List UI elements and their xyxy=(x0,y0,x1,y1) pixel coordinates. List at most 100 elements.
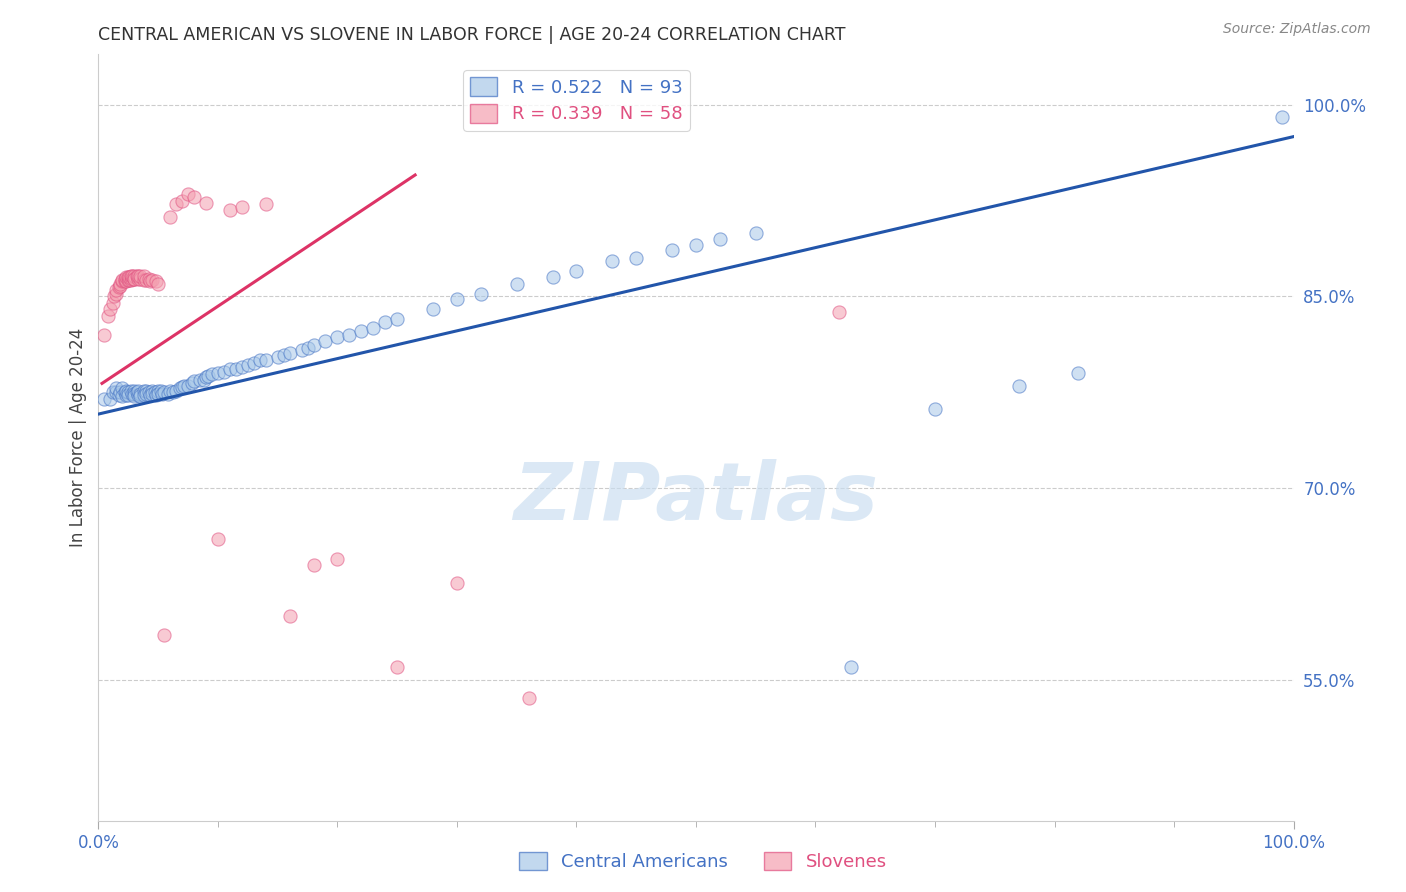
Point xyxy=(124,389,146,403)
Point xyxy=(1008,379,1031,393)
Point xyxy=(108,279,131,293)
Point xyxy=(162,385,184,400)
Point xyxy=(297,341,319,355)
Point xyxy=(120,273,142,287)
Point xyxy=(924,401,946,416)
Point xyxy=(121,386,143,401)
Point xyxy=(385,660,409,674)
Point xyxy=(139,388,162,402)
Point xyxy=(129,389,152,403)
Point xyxy=(127,388,149,402)
Point xyxy=(117,273,139,287)
Point xyxy=(111,389,134,403)
Point xyxy=(120,384,142,398)
Point xyxy=(207,366,229,380)
Point xyxy=(124,384,146,398)
Point xyxy=(124,268,146,283)
Point xyxy=(141,384,163,398)
Point xyxy=(195,370,218,384)
Point xyxy=(121,271,143,285)
Point xyxy=(201,368,224,382)
Point xyxy=(254,197,277,211)
Point xyxy=(446,575,468,590)
Point xyxy=(145,388,167,402)
Point xyxy=(150,386,173,401)
Point xyxy=(1271,111,1294,125)
Point xyxy=(177,187,200,202)
Point xyxy=(120,268,142,283)
Point xyxy=(153,385,176,400)
Point xyxy=(148,384,170,398)
Point xyxy=(422,302,444,317)
Point xyxy=(117,388,139,402)
Point xyxy=(212,365,235,379)
Point xyxy=(177,379,200,393)
Point xyxy=(101,296,124,310)
Point xyxy=(565,264,588,278)
Point xyxy=(363,321,385,335)
Point xyxy=(148,386,170,401)
Point xyxy=(139,274,162,288)
Point xyxy=(841,660,863,674)
Text: Source: ZipAtlas.com: Source: ZipAtlas.com xyxy=(1223,22,1371,37)
Point xyxy=(828,305,851,319)
Point xyxy=(143,385,166,400)
Point xyxy=(124,386,146,401)
Point xyxy=(129,271,152,285)
Point xyxy=(108,385,131,400)
Point xyxy=(115,388,138,402)
Point xyxy=(517,690,540,705)
Point xyxy=(302,558,325,572)
Point xyxy=(350,324,373,338)
Point xyxy=(111,274,134,288)
Point xyxy=(159,210,181,224)
Point xyxy=(236,359,259,373)
Point xyxy=(374,315,396,329)
Point xyxy=(197,368,219,383)
Point xyxy=(165,384,187,398)
Point xyxy=(135,273,157,287)
Point xyxy=(114,274,136,288)
Point xyxy=(339,327,361,342)
Point xyxy=(124,271,146,285)
Point xyxy=(103,289,125,303)
Point xyxy=(225,362,247,376)
Text: CENTRAL AMERICAN VS SLOVENE IN LABOR FORCE | AGE 20-24 CORRELATION CHART: CENTRAL AMERICAN VS SLOVENE IN LABOR FOR… xyxy=(98,26,846,44)
Point xyxy=(172,380,194,394)
Point xyxy=(132,268,155,283)
Y-axis label: In Labor Force | Age 20-24: In Labor Force | Age 20-24 xyxy=(69,327,87,547)
Point xyxy=(470,286,492,301)
Point xyxy=(129,268,152,283)
Point xyxy=(156,386,179,401)
Point xyxy=(105,286,128,301)
Point xyxy=(125,268,148,283)
Point xyxy=(149,384,172,398)
Point xyxy=(127,268,149,283)
Point xyxy=(115,274,138,288)
Point xyxy=(132,384,155,398)
Point xyxy=(148,277,170,291)
Point xyxy=(127,271,149,285)
Text: ZIPatlas: ZIPatlas xyxy=(513,459,879,538)
Point xyxy=(278,609,301,624)
Point xyxy=(132,273,155,287)
Point xyxy=(745,226,768,240)
Point xyxy=(129,386,152,401)
Point xyxy=(127,384,149,398)
Point xyxy=(105,385,128,400)
Point xyxy=(165,197,187,211)
Point xyxy=(108,277,131,291)
Point xyxy=(506,277,529,291)
Point xyxy=(541,270,564,285)
Legend: R = 0.522   N = 93, R = 0.339   N = 58: R = 0.522 N = 93, R = 0.339 N = 58 xyxy=(463,70,690,130)
Point xyxy=(180,376,202,391)
Point xyxy=(1067,366,1090,380)
Point xyxy=(231,359,253,374)
Legend: Central Americans, Slovenes: Central Americans, Slovenes xyxy=(512,845,894,879)
Point xyxy=(135,386,157,401)
Point xyxy=(117,385,139,400)
Point xyxy=(125,385,148,400)
Point xyxy=(709,232,731,246)
Point xyxy=(278,345,301,359)
Point xyxy=(188,373,211,387)
